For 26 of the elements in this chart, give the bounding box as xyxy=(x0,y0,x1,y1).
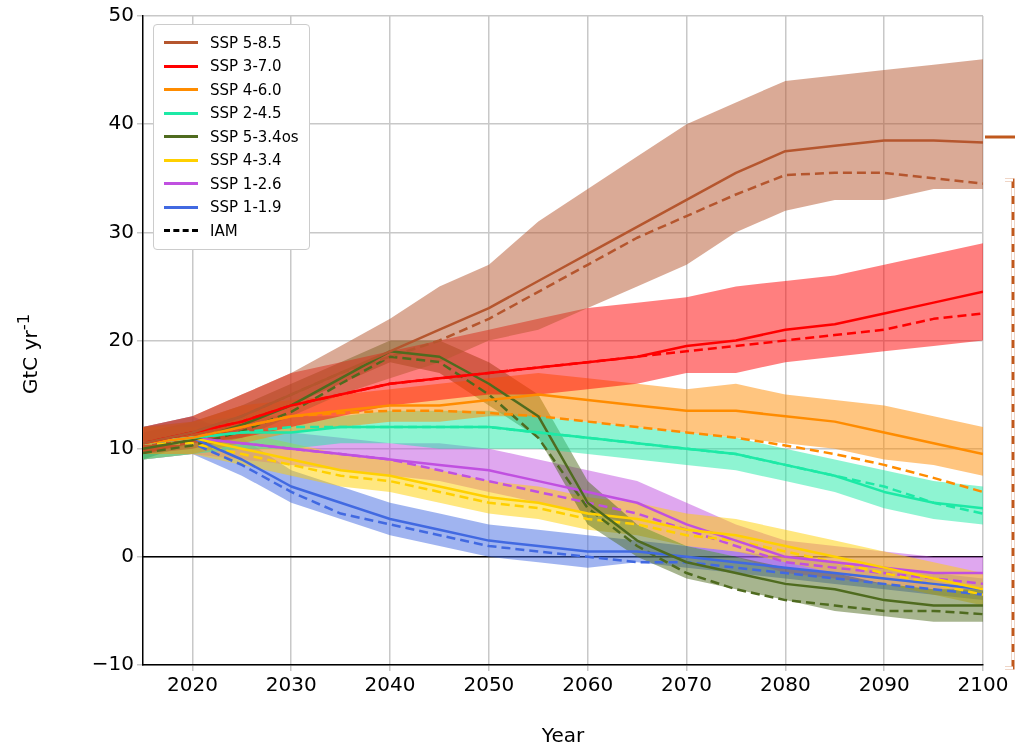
legend-label: SSP 5-3.4os xyxy=(210,127,299,146)
x-tick-label: 2060 xyxy=(562,672,614,697)
x-tick-label: 2070 xyxy=(661,672,712,697)
y-tick-label: 50 xyxy=(108,2,134,27)
x-tick-label: 2030 xyxy=(265,672,317,697)
y-tick-label: 10 xyxy=(108,434,134,459)
legend-label: SSP 4-6.0 xyxy=(210,80,282,99)
x-tick-label: 2020 xyxy=(166,672,218,697)
legend-label: SSP 5-8.5 xyxy=(210,33,282,52)
y-tick-label: 30 xyxy=(108,218,134,243)
y-tick-label: 20 xyxy=(108,326,134,351)
y-tick-label: 40 xyxy=(108,110,134,135)
legend-label: IAM xyxy=(210,221,238,240)
x-axis-title: Year xyxy=(540,723,585,748)
x-tick-label: 2080 xyxy=(759,672,811,697)
legend-label: SSP 1-2.6 xyxy=(210,174,282,193)
legend-label: SSP 4-3.4 xyxy=(210,151,282,170)
x-tick-label: 2090 xyxy=(858,672,910,697)
y-tick-label: −10 xyxy=(91,651,134,676)
x-tick-label: 2050 xyxy=(463,672,515,697)
x-tick-label: 2040 xyxy=(364,672,416,697)
legend-label: SSP 1-1.9 xyxy=(210,198,282,217)
y-tick-label: 0 xyxy=(121,543,134,568)
x-tick-label: 2100 xyxy=(957,672,1009,697)
legend-label: SSP 2-4.5 xyxy=(210,104,282,123)
legend-label: SSP 3-7.0 xyxy=(210,57,282,76)
